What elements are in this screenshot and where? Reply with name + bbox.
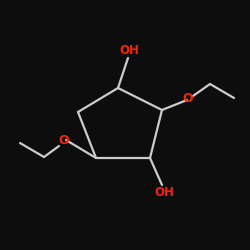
Text: OH: OH <box>154 186 174 198</box>
Text: OH: OH <box>119 44 139 58</box>
Text: O: O <box>59 134 69 147</box>
Text: O: O <box>183 92 193 106</box>
